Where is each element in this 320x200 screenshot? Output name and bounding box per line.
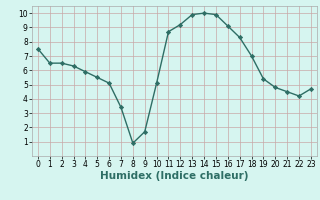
X-axis label: Humidex (Indice chaleur): Humidex (Indice chaleur) xyxy=(100,171,249,181)
